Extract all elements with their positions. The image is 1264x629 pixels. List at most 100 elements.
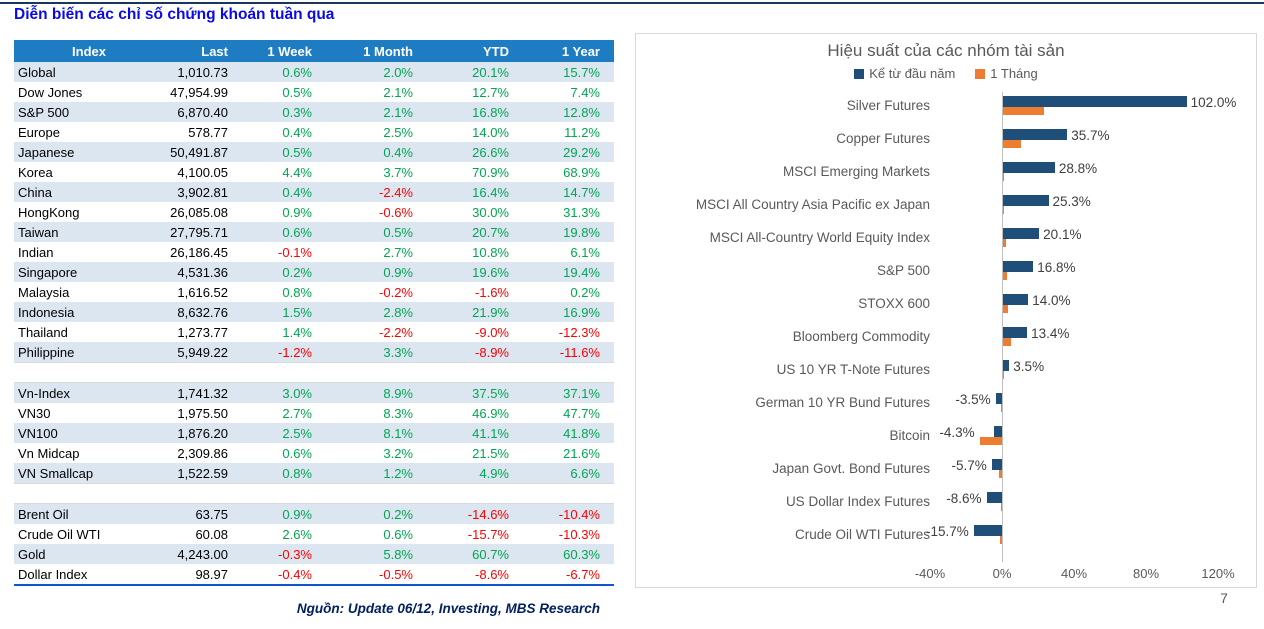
pct-change-cell: 14.7% <box>563 184 600 200</box>
page-number: 7 <box>1220 590 1228 606</box>
pct-change-cell: -0.4% <box>230 564 314 586</box>
index-name-cell: Japanese <box>18 144 75 160</box>
pct-change-cell: 0.8% <box>282 284 312 300</box>
last-value-cell: 4,100.05 <box>177 164 228 180</box>
table-row: Crude Oil WTI 60.08 2.6% 0.6% -15.7% -10.3% <box>14 524 614 544</box>
col-header-1month: 1 Month <box>314 40 415 62</box>
pct-change-cell: 21.5% <box>472 445 509 461</box>
bar-value-label: -4.3% <box>939 425 975 440</box>
index-name-cell: Gold <box>18 546 46 562</box>
bar-ytd <box>973 525 1002 536</box>
pct-change-cell: 19.6% <box>472 264 509 280</box>
bar-1m <box>1003 338 1012 346</box>
pct-change-cell: 8.3% <box>383 405 413 421</box>
pct-change-cell: -0.6% <box>379 204 413 220</box>
x-axis-tick-label: -40% <box>914 566 946 581</box>
last-value-cell: 2,309.86 <box>177 445 228 461</box>
pct-change-cell: 29.2% <box>563 144 600 160</box>
pct-change-cell: 0.5% <box>383 224 413 240</box>
pct-change-cell: -1.6% <box>475 284 509 300</box>
bar-value-label: 25.3% <box>1052 194 1091 209</box>
table-row: Brent Oil 63.75 0.9% 0.2% -14.6% -10.4% <box>14 503 614 524</box>
index-name-cell: Vn-Index <box>18 385 71 401</box>
table-row: Dow Jones 47,954.99 0.5% 2.1% 12.7% 7.4% <box>14 82 614 102</box>
bar-1m <box>1000 503 1002 511</box>
table-row: S&P 500 6,870.40 0.3% 2.1% 16.8% 12.8% <box>14 102 614 122</box>
last-value-cell: 1,975.50 <box>177 405 228 421</box>
table-row: VN100 1,876.20 2.5% 8.1% 41.1% 41.8% <box>14 423 614 443</box>
source-note: Nguồn: Update 06/12, Investing, MBS Rese… <box>296 601 600 616</box>
index-name-cell: Crude Oil WTI <box>18 526 101 542</box>
last-value-cell: 1,273.77 <box>177 324 228 340</box>
table-row: Indonesia 8,632.76 1.5% 2.8% 21.9% 16.9% <box>14 302 614 322</box>
pct-change-cell: 3.2% <box>383 445 413 461</box>
pct-change-cell: 0.5% <box>282 84 312 100</box>
pct-change-cell: 1.2% <box>383 465 413 481</box>
pct-change-cell: 60.3% <box>563 546 600 562</box>
category-label: MSCI All Country Asia Pacific ex Japan <box>695 197 930 212</box>
pct-change-cell: 6.1% <box>570 244 600 260</box>
pct-change-cell: 14.0% <box>472 124 509 140</box>
col-header-index: Index <box>14 40 164 62</box>
pct-change-cell: 2.8% <box>383 304 413 320</box>
category-label: STOXX 600 <box>858 296 930 311</box>
pct-change-cell: 3.0% <box>282 385 312 401</box>
bar-1m <box>1003 305 1008 313</box>
pct-change-cell: 41.1% <box>472 425 509 441</box>
pct-change-cell: -11.6% <box>559 344 600 360</box>
pct-change-cell: -15.7% <box>467 526 509 542</box>
bar-value-label: 35.7% <box>1071 128 1110 143</box>
bar-1m <box>1003 272 1007 280</box>
table-row: HongKong 26,085.08 0.9% -0.6% 30.0% 31.3% <box>14 202 614 222</box>
pct-change-cell: -8.6% <box>415 564 511 586</box>
table-row: Singapore 4,531.36 0.2% 0.9% 19.6% 19.4% <box>14 262 614 282</box>
table-row: Korea 4,100.05 4.4% 3.7% 70.9% 68.9% <box>14 162 614 182</box>
last-value-cell: 98.97 <box>164 564 230 586</box>
pct-change-cell: 4.9% <box>479 465 509 481</box>
pct-change-cell: 2.1% <box>383 104 413 120</box>
pct-change-cell: 37.1% <box>563 385 600 401</box>
x-axis-tick-label: 40% <box>1060 566 1088 581</box>
col-header-1week: 1 Week <box>230 40 314 62</box>
pct-change-cell: 5.8% <box>383 546 413 562</box>
col-header-1year: 1 Year <box>511 40 614 62</box>
legend-item-ytd: Kể từ đầu năm <box>854 66 955 81</box>
index-name-cell: Taiwan <box>18 224 59 240</box>
bar-ytd <box>1003 261 1034 272</box>
separator-row <box>14 483 614 504</box>
separator-row <box>14 362 614 383</box>
bar-value-label: 16.8% <box>1037 260 1076 275</box>
bar-ytd <box>1003 162 1055 173</box>
bar-value-label: -8.6% <box>946 491 982 506</box>
bar-ytd <box>1003 327 1028 338</box>
last-value-cell: 4,531.36 <box>177 264 228 280</box>
last-value-cell: 27,795.71 <box>170 224 228 240</box>
last-value-cell: 3,902.81 <box>177 184 228 200</box>
table-row: China 3,902.81 0.4% -2.4% 16.4% 14.7% <box>14 182 614 202</box>
pct-change-cell: 68.9% <box>563 164 600 180</box>
last-value-cell: 4,243.00 <box>177 546 228 562</box>
pct-change-cell: 0.2% <box>570 284 600 300</box>
bar-value-label: -5.7% <box>951 458 987 473</box>
pct-change-cell: 7.4% <box>570 84 600 100</box>
pct-change-cell: 19.4% <box>563 264 600 280</box>
pct-change-cell: -8.9% <box>475 344 509 360</box>
pct-change-cell: -9.0% <box>475 324 509 340</box>
index-name-cell: HongKong <box>18 204 80 220</box>
pct-change-cell: 0.6% <box>383 526 413 542</box>
pct-change-cell: -14.6% <box>467 506 509 522</box>
pct-change-cell: 2.0% <box>383 64 413 80</box>
bar-ytd <box>995 393 1002 404</box>
bar-1m <box>1003 371 1004 379</box>
pct-change-cell: 2.5% <box>383 124 413 140</box>
bar-value-label: 14.0% <box>1032 293 1071 308</box>
last-value-cell: 1,522.59 <box>177 465 228 481</box>
index-name-cell: Dollar Index <box>14 564 164 586</box>
pct-change-cell: 0.6% <box>282 445 312 461</box>
last-value-cell: 60.08 <box>195 526 228 542</box>
table-row: Thailand 1,273.77 1.4% -2.2% -9.0% -12.3% <box>14 322 614 342</box>
category-label: Bitcoin <box>889 428 930 443</box>
pct-change-cell: 2.6% <box>282 526 312 542</box>
pct-change-cell: 8.9% <box>383 385 413 401</box>
pct-change-cell: 1.5% <box>282 304 312 320</box>
